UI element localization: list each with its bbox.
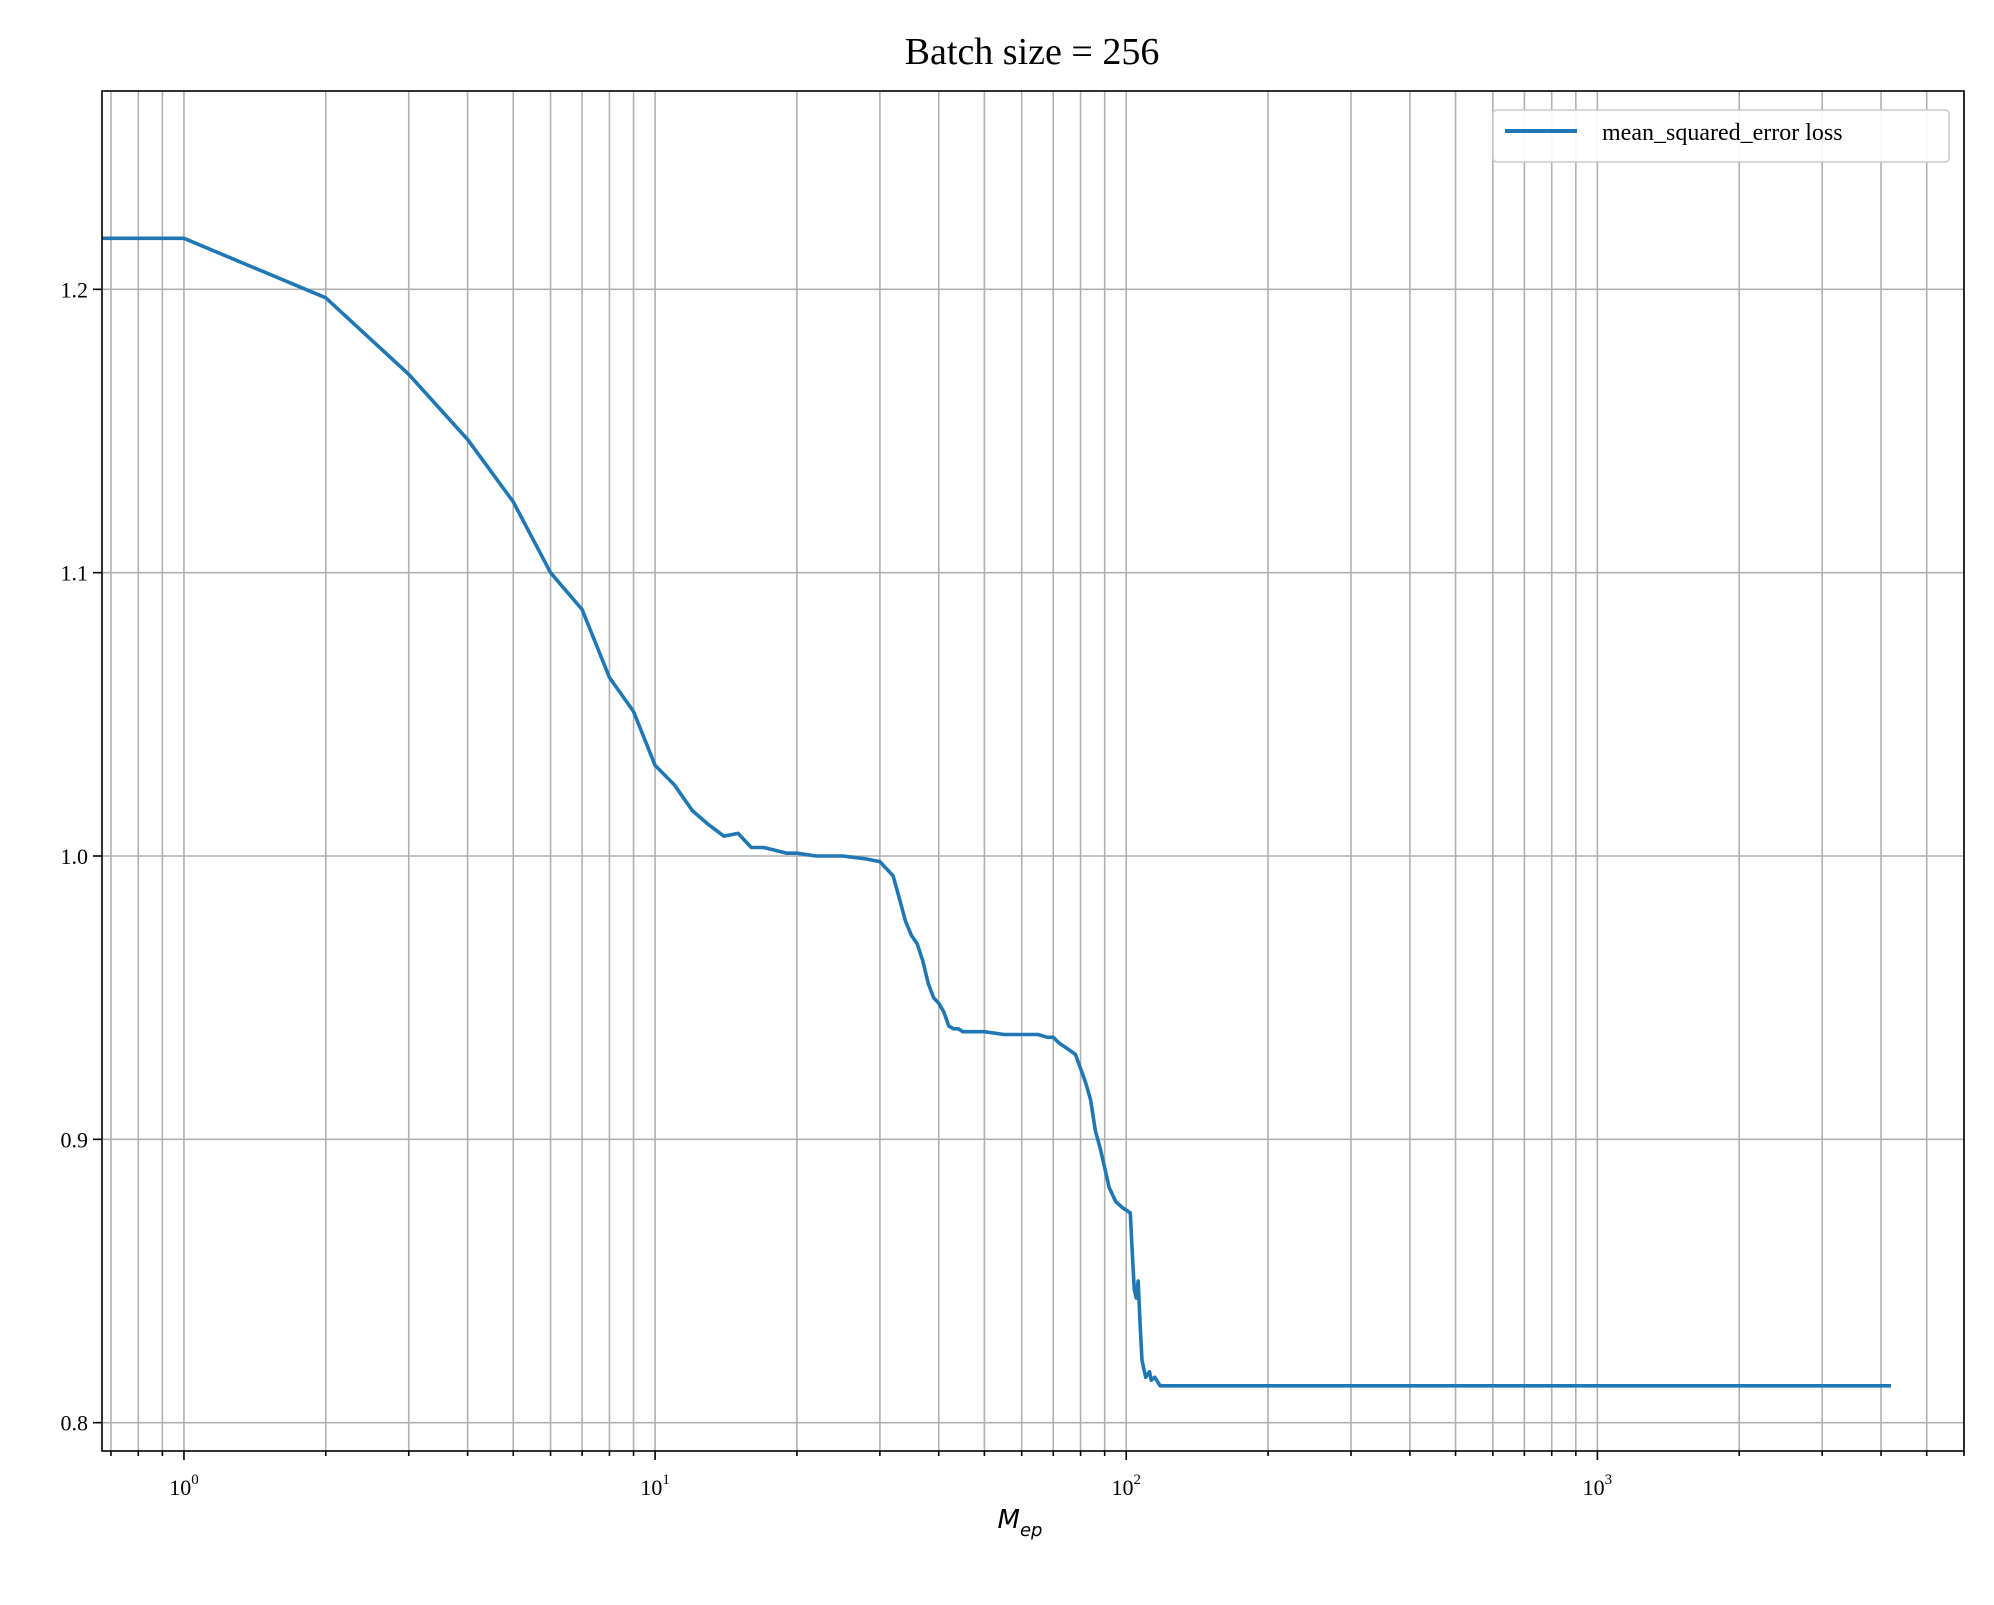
x-axis-label-subscript: ep — [1020, 1520, 1043, 1541]
x-tick-exponent: 3 — [1605, 1472, 1613, 1488]
y-tick-label: 1.0 — [61, 844, 89, 869]
x-tick-base: 10 — [1111, 1475, 1133, 1500]
y-tick-label: 1.2 — [61, 277, 89, 302]
x-tick-label: 103 — [1583, 1472, 1613, 1500]
legend: mean_squared_error loss — [1492, 109, 1950, 163]
y-tick-label: 0.9 — [61, 1127, 89, 1152]
legend-label: mean_squared_error loss — [1602, 120, 1843, 146]
grid — [102, 91, 1965, 1451]
x-tick-base: 10 — [169, 1475, 191, 1500]
x-tick-labels: 100 101 102 103 — [169, 1472, 1612, 1500]
tick-marks — [93, 288, 1965, 1460]
x-tick-base: 10 — [640, 1475, 662, 1500]
x-axis-label: Mep — [998, 1505, 1043, 1541]
x-tick-label: 100 — [169, 1472, 199, 1500]
x-tick-label: 101 — [640, 1472, 670, 1500]
series-line — [102, 236, 1892, 1388]
plot-frame — [101, 90, 1965, 1452]
y-tick-label: 1.1 — [61, 561, 89, 586]
x-tick-label: 102 — [1111, 1472, 1141, 1500]
x-tick-base: 10 — [1583, 1475, 1605, 1500]
series-layer — [102, 236, 1892, 1388]
x-tick-exponent: 1 — [662, 1472, 670, 1488]
x-tick-exponent: 0 — [191, 1472, 199, 1488]
y-tick-labels: 0.8 0.9 1.0 1.1 1.2 — [61, 277, 89, 1435]
x-axis-label-main: M — [998, 1505, 1020, 1535]
y-tick-label: 0.8 — [61, 1411, 89, 1436]
chart-title: Batch size = 256 — [905, 31, 1160, 73]
legend-box — [1492, 109, 1950, 163]
x-tick-exponent: 2 — [1133, 1472, 1141, 1488]
